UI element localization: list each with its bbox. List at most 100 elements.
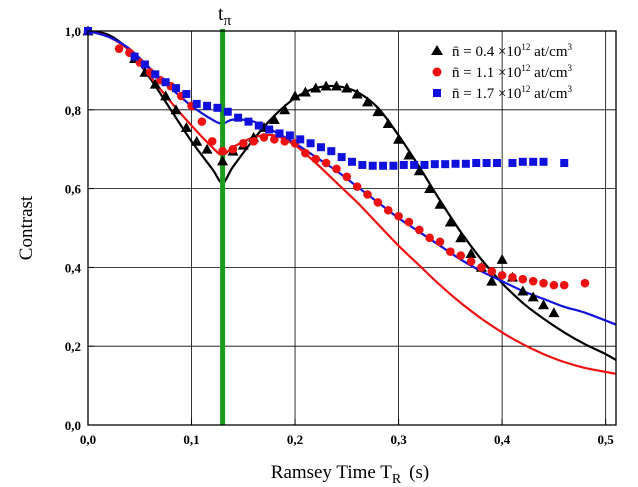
- series-1-point-27: [383, 205, 393, 215]
- x-tick-label-5: 0,5: [598, 432, 615, 447]
- series-1-point-13: [238, 138, 248, 148]
- y-tick-label-5: 1,0: [65, 24, 81, 39]
- series-1-point-32: [435, 237, 445, 247]
- series-2-point-29: [420, 160, 429, 169]
- legend-item-0: n̄ = 0.4 ×1012 at/cm3: [431, 42, 573, 60]
- series-0-point-24: [372, 106, 384, 117]
- series-2-point-13: [254, 121, 263, 130]
- series-1-point-38: [497, 270, 507, 280]
- legend-item-2: n̄ = 1.7 ×1012 at/cm3: [433, 84, 573, 102]
- series-2-point-35: [482, 158, 491, 167]
- legend-label-0: n̄ = 0.4 ×1012 at/cm3: [452, 42, 573, 60]
- series-0-point-35: [486, 275, 498, 286]
- series-1-point-36: [477, 263, 486, 272]
- series-2-point-10: [223, 107, 232, 116]
- series-2-point-16: [285, 131, 294, 140]
- series-0-point-23: [362, 96, 374, 107]
- series-2-point-17: [296, 135, 305, 144]
- y-tick-label-1: 0,2: [65, 339, 81, 354]
- series-2-point-3: [151, 70, 160, 79]
- series-0-point-27: [403, 149, 415, 160]
- series-0-point-22: [351, 88, 363, 99]
- series-2-point-33: [461, 159, 470, 168]
- series-0-point-4: [160, 90, 172, 101]
- series-0-point-5: [170, 104, 182, 115]
- series-0-point-38: [517, 285, 529, 296]
- series-1-point-40: [518, 274, 528, 284]
- t-pi-marker: tπ: [218, 3, 232, 425]
- series-0-point-29: [424, 183, 436, 193]
- series-2-point-25: [379, 161, 388, 170]
- series-2-point-21: [337, 153, 346, 162]
- series-1-point-34: [456, 251, 466, 260]
- series-1-point-25: [363, 190, 372, 199]
- series-1-point-15: [259, 133, 269, 142]
- series-2-point-36: [492, 158, 501, 167]
- series-2-point-8: [203, 101, 212, 110]
- series-1-point-41: [528, 276, 538, 286]
- series-1-point-44: [559, 280, 569, 290]
- series-2-point-2: [140, 60, 149, 69]
- series-0-point-31: [444, 216, 456, 227]
- series-1-point-12: [228, 144, 238, 154]
- series-1-point-23: [342, 172, 352, 182]
- series-0-point-15: [279, 104, 291, 115]
- series-1-point-1: [114, 44, 124, 54]
- series-0-point-6: [180, 122, 192, 132]
- series-2-point-32: [451, 159, 460, 168]
- x-axis-title: Ramsey Time TR (s): [271, 462, 429, 487]
- series-0-point-20: [330, 80, 342, 91]
- series-1-point-43: [549, 280, 559, 290]
- series-2-point-38: [518, 157, 527, 166]
- series-0-point-36: [496, 254, 508, 264]
- series-1-point-28: [394, 211, 403, 221]
- series-0-point-32: [455, 232, 467, 243]
- legend: n̄ = 0.4 ×1012 at/cm3 n̄ = 1.1 ×1012 at/…: [431, 42, 573, 102]
- series-0-point-28: [413, 165, 425, 176]
- series-1-point-19: [301, 148, 310, 158]
- legend-label-2: n̄ = 1.7 ×1012 at/cm3: [452, 84, 573, 102]
- series-0-point-40: [538, 299, 550, 310]
- series-1-point-26: [373, 198, 383, 207]
- series-2-point-20: [327, 147, 336, 156]
- series-1-point-35: [466, 257, 476, 266]
- series-2-point-30: [430, 160, 439, 169]
- series-1-point-39: [508, 272, 517, 282]
- series-2-point-18: [306, 139, 315, 148]
- series-1-point-31: [425, 233, 434, 243]
- series-2-point-41: [560, 158, 569, 167]
- series-2-point-27: [399, 160, 408, 169]
- legend-item-1: n̄ = 1.1 ×1012 at/cm3: [432, 63, 573, 81]
- series-2-point-19: [316, 143, 325, 152]
- series-0-point-39: [527, 291, 539, 302]
- series-2-point-39: [529, 157, 538, 166]
- series-0-point-17: [299, 86, 311, 97]
- y-tick-label-4: 0,8: [65, 103, 82, 118]
- series-0-point-9: [217, 155, 229, 166]
- x-tick-label-3: 0,3: [390, 432, 407, 447]
- series-0-point-41: [548, 307, 560, 318]
- x-tick-label-4: 0,4: [494, 432, 511, 447]
- series-0-point-3: [149, 78, 161, 89]
- series-2-point-24: [368, 161, 377, 170]
- series-0-point-33: [465, 248, 477, 259]
- series-2-point-14: [265, 125, 274, 134]
- series-1-point-20: [311, 154, 321, 164]
- x-tick-label-1: 0,1: [183, 432, 199, 447]
- series-2-point-15: [275, 129, 284, 138]
- series-2-point-5: [172, 84, 180, 93]
- series-0-point-7: [191, 135, 203, 146]
- x-axis-ticks: 0,0 0,1 0,2 0,3 0,4 0,5: [80, 419, 614, 447]
- x-tick-label-0: 0,0: [80, 432, 96, 447]
- series-1-point-30: [414, 225, 424, 235]
- series-0-point-14: [268, 114, 280, 125]
- series-2-point-23: [358, 160, 367, 169]
- series-2-point-34: [472, 158, 481, 167]
- series-2-point-37: [508, 158, 517, 167]
- series-1-point-11: [218, 146, 227, 156]
- y-tick-label-3: 0,6: [65, 182, 82, 197]
- series-1-point-14: [249, 137, 258, 146]
- legend-label-1: n̄ = 1.1 ×1012 at/cm3: [452, 63, 573, 81]
- y-tick-label-0: 0,0: [65, 418, 81, 433]
